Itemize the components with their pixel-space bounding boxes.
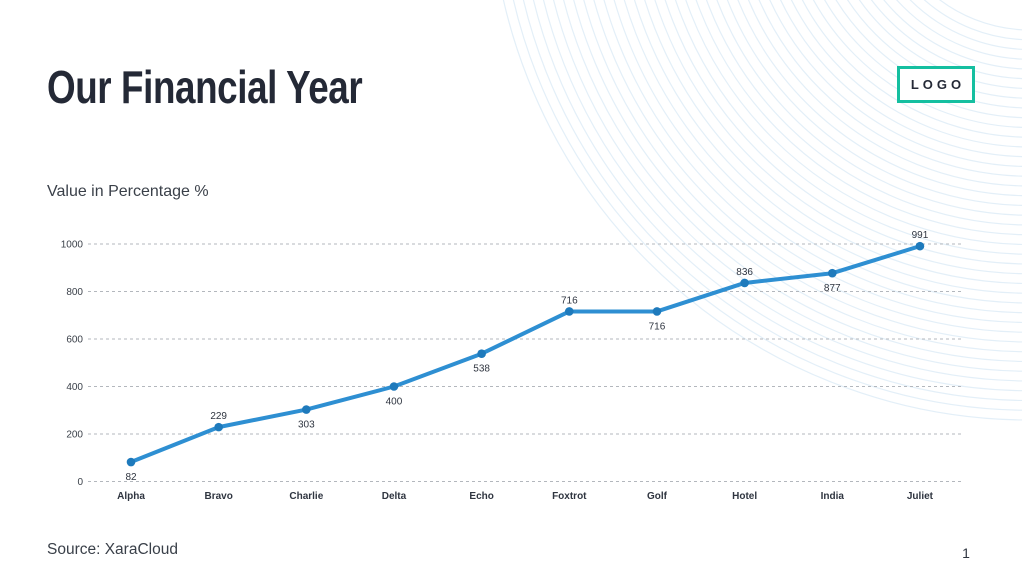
data-point-label: 400	[386, 397, 403, 408]
data-point-label: 716	[649, 321, 666, 332]
x-axis-category-label: Bravo	[204, 491, 232, 502]
y-axis-tick-label: 800	[66, 287, 83, 298]
data-point-label: 303	[298, 420, 315, 431]
data-point	[389, 382, 399, 391]
data-point	[915, 241, 925, 251]
x-axis-category-label: Golf	[647, 491, 668, 502]
source-text: Source: XaraCloud	[47, 541, 178, 558]
x-axis-category-label: Hotel	[732, 491, 757, 502]
data-point-label: 836	[736, 267, 753, 278]
data-point-label: 538	[473, 364, 490, 375]
data-point	[740, 278, 749, 288]
data-point	[827, 268, 837, 278]
data-point	[477, 349, 486, 359]
data-point	[565, 307, 574, 316]
data-point-label: 229	[210, 411, 227, 422]
data-point-label: 877	[824, 283, 841, 294]
data-point	[126, 457, 136, 467]
x-axis-category-label: Delta	[382, 491, 407, 502]
y-axis-tick-label: 1000	[61, 240, 84, 251]
data-line	[129, 244, 922, 465]
data-point	[652, 307, 662, 316]
slide-title: Our Financial Year	[47, 61, 363, 113]
x-axis-category-label: Juliet	[907, 491, 934, 502]
data-point	[302, 405, 311, 414]
y-axis-tick-label: 400	[66, 382, 83, 393]
x-axis-category-label: Foxtrot	[552, 491, 587, 502]
x-axis-category-label: India	[821, 491, 845, 502]
y-axis-tick-label: 200	[66, 430, 83, 441]
chart-heading: Value in Percentage %	[47, 183, 209, 200]
data-point-label: 82	[125, 472, 137, 483]
logo-text: LOGO	[910, 77, 966, 92]
page-number: 1	[962, 545, 970, 561]
data-point-label: 991	[912, 230, 929, 241]
y-axis-tick-label: 0	[77, 477, 83, 488]
x-axis-category-label: Alpha	[117, 491, 145, 502]
y-axis-tick-label: 600	[66, 335, 83, 346]
logo-box: LOGO	[897, 66, 975, 103]
data-point-label: 716	[561, 295, 578, 306]
x-axis-category-label: Echo	[469, 491, 493, 502]
data-point	[214, 422, 223, 432]
x-axis-category-label: Charlie	[289, 491, 323, 502]
